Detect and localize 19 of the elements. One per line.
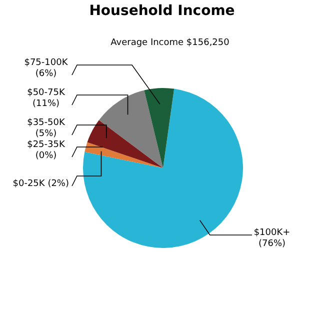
slice-label: $50-75K [27, 88, 66, 98]
text: Average Income $156,250 [110, 38, 230, 48]
data-label: (11%) [32, 99, 60, 109]
pie-slice [83, 88, 243, 248]
pie-slice [87, 120, 163, 168]
chart-title: Household Income [89, 3, 235, 19]
pie-slice [144, 88, 174, 168]
slice-label: $35-50K [27, 118, 66, 128]
pie-slice [84, 142, 163, 168]
slice-label: $100K+ [254, 228, 290, 238]
data-label: (5%) [35, 129, 57, 139]
text: (0%) [35, 151, 57, 161]
data-label: (76%) [258, 239, 286, 249]
pie-slice [98, 90, 163, 168]
category-label: $25-35K [27, 140, 65, 150]
slice-label: $0-25K [12, 179, 45, 189]
slice-label: $75-100K [24, 58, 69, 68]
data-label: (6%) [35, 69, 57, 79]
data-label: (2%) [48, 179, 69, 189]
